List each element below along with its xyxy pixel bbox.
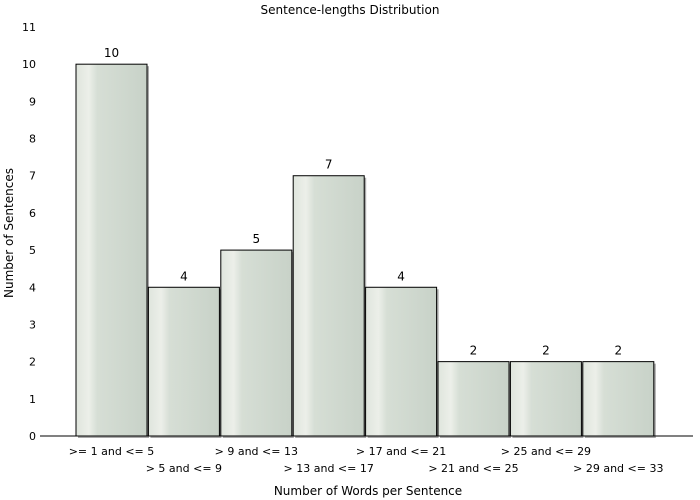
y-tick-label: 6 <box>29 207 36 220</box>
x-category-label: > 29 and <= 33 <box>573 462 663 475</box>
x-axis-label: Number of Words per Sentence <box>274 484 462 498</box>
y-tick-label: 8 <box>29 133 36 146</box>
bars-group: 10 4 5 7 4 2 2 2 <box>75 46 656 438</box>
bar-value-label: 2 <box>614 344 622 358</box>
y-axis-label: Number of Sentences <box>2 168 16 298</box>
y-tick-label: 1 <box>29 393 36 406</box>
chart-title: Sentence-lengths Distribution <box>261 3 440 17</box>
bar-value-label: 5 <box>252 232 260 246</box>
bar <box>292 175 365 437</box>
y-tick-label: 11 <box>22 21 36 34</box>
x-category-label: > 17 and <= 21 <box>356 445 446 458</box>
x-category-label: > 25 and <= 29 <box>501 445 591 458</box>
y-ticks-group: 0 1 2 3 4 5 6 7 8 9 10 11 <box>22 21 36 443</box>
bar <box>437 361 510 437</box>
x-labels-group: >= 1 and <= 5 > 5 and <= 9 > 9 and <= 13 > … <box>69 445 664 475</box>
y-tick-label: 0 <box>29 430 36 443</box>
bar-value-label: 4 <box>180 269 188 283</box>
bar-value-label: 4 <box>397 269 405 283</box>
y-tick-label: 10 <box>22 58 36 71</box>
x-category-label: >= 1 and <= 5 <box>69 445 155 458</box>
bar <box>509 361 582 437</box>
bar-value-label: 7 <box>325 158 333 172</box>
bar-value-label: 10 <box>104 46 119 60</box>
x-category-label: > 21 and <= 25 <box>428 462 518 475</box>
x-category-label: > 13 and <= 17 <box>284 462 374 475</box>
bar-value-label: 2 <box>470 344 478 358</box>
y-tick-label: 9 <box>29 95 36 108</box>
y-tick-label: 5 <box>29 244 36 257</box>
bar <box>582 361 655 437</box>
bar <box>75 63 148 437</box>
bar <box>365 286 438 437</box>
y-tick-label: 2 <box>29 356 36 369</box>
bar <box>147 286 220 437</box>
y-tick-label: 7 <box>29 170 36 183</box>
bar-value-label: 2 <box>542 344 550 358</box>
x-category-label: > 9 and <= 13 <box>215 445 298 458</box>
y-tick-label: 3 <box>29 318 36 331</box>
y-tick-label: 4 <box>29 281 36 294</box>
bar <box>220 249 293 437</box>
x-category-label: > 5 and <= 9 <box>146 462 222 475</box>
